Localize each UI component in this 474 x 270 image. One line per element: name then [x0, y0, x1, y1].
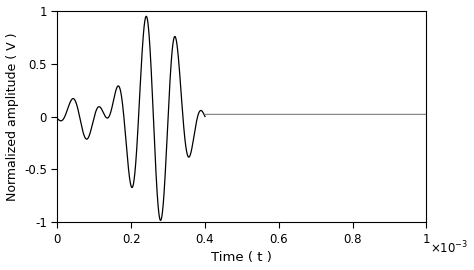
Text: $\times 10^{-3}$: $\times 10^{-3}$: [430, 239, 468, 256]
X-axis label: Time ( t ): Time ( t ): [211, 251, 273, 264]
Y-axis label: Normalized amplitude ( V ): Normalized amplitude ( V ): [6, 32, 18, 201]
